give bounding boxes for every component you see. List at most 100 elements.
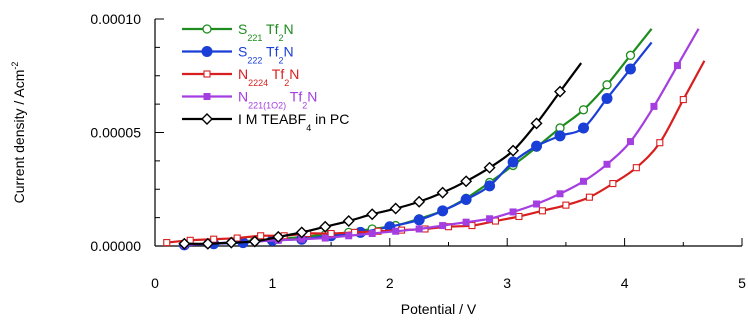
legend-label-text: N	[307, 89, 317, 105]
legend-label-text: N	[238, 89, 248, 105]
legend-swatch-marker	[201, 113, 213, 125]
legend-swatch-marker	[202, 24, 212, 34]
data-point	[413, 195, 426, 208]
legend-label: S222 Tf2N	[238, 44, 294, 66]
x-tick-label: 1	[269, 275, 277, 291]
data-point	[163, 239, 171, 247]
legend-swatch-marker	[203, 93, 211, 100]
data-point	[624, 63, 636, 75]
legend-label-text: N	[283, 21, 293, 37]
data-point	[679, 96, 687, 104]
legend-entry: N2224 Tf2N	[182, 66, 299, 88]
data-point	[248, 235, 261, 248]
data-point	[609, 180, 617, 188]
data-point	[345, 232, 353, 240]
legend-label-text: S	[238, 44, 247, 60]
legend-label-subscript: 2	[302, 101, 307, 111]
x-tick-label: 2	[386, 275, 394, 291]
legend-label-text: Tf	[262, 21, 278, 37]
series-1	[178, 41, 653, 251]
data-point	[225, 236, 238, 249]
x-tick-label: 0	[151, 275, 159, 291]
legend-label-text: N	[238, 66, 248, 82]
data-point	[538, 207, 546, 215]
data-point	[515, 212, 523, 221]
data-point	[257, 232, 265, 240]
y-axis-title-text: Current density / Acm	[11, 70, 27, 204]
data-point	[462, 218, 470, 226]
data-point	[507, 144, 520, 157]
data-point	[533, 200, 541, 208]
data-point	[673, 62, 681, 70]
data-series	[163, 28, 706, 251]
legend-label-subscript: 2	[278, 56, 283, 66]
data-point	[580, 177, 588, 185]
data-point	[392, 227, 400, 235]
data-point	[585, 193, 593, 201]
data-point	[460, 193, 472, 205]
data-point	[556, 190, 564, 198]
data-point	[389, 202, 402, 215]
plot-axes	[154, 18, 743, 247]
data-point	[178, 237, 191, 250]
data-point	[468, 222, 476, 230]
data-point	[601, 92, 613, 104]
y-tick-label: 0.00010	[90, 11, 141, 27]
legend-label: N2224 Tf2N	[238, 66, 299, 88]
legend-label: I M TEABF4 in PC	[238, 111, 349, 133]
y-axis-title-superscript: -2	[10, 62, 20, 70]
data-point	[603, 160, 611, 168]
data-point	[210, 235, 218, 243]
data-point	[554, 85, 567, 98]
legend-label-text: S	[238, 21, 247, 37]
data-point	[439, 222, 447, 230]
data-point	[437, 205, 449, 217]
legend-label-text: Tf	[268, 66, 284, 82]
x-tick-label: 5	[738, 275, 746, 291]
data-point	[321, 234, 329, 242]
legend-label-subscript: 2224	[248, 78, 268, 88]
data-point	[272, 230, 285, 243]
legend-entry: N221(1O2) Tf2N	[182, 89, 317, 111]
legend-label-text: in PC	[311, 111, 349, 127]
data-point	[531, 140, 543, 152]
data-point	[509, 208, 517, 216]
data-point	[460, 175, 473, 188]
data-point	[656, 139, 664, 147]
data-point	[530, 117, 543, 130]
data-point	[602, 80, 612, 90]
legend-swatch-marker	[201, 46, 213, 57]
data-point	[650, 102, 658, 110]
legend-entry: I M TEABF4 in PC	[182, 111, 349, 133]
legend-label: S221 Tf2N	[238, 21, 294, 43]
data-point	[342, 215, 355, 228]
legend-entry: S221 Tf2N	[182, 21, 294, 43]
data-point	[319, 220, 332, 233]
data-point	[486, 215, 494, 223]
data-point	[484, 180, 496, 192]
data-point	[233, 234, 241, 242]
y-axis-title: Current density / Acm-2	[10, 62, 27, 204]
data-point	[201, 237, 214, 250]
data-point	[578, 122, 590, 134]
data-point	[578, 105, 589, 115]
x-tick-label: 4	[621, 275, 629, 291]
data-point	[507, 156, 519, 168]
data-point	[368, 230, 376, 238]
legend-label-subscript: 221(1O2)	[248, 101, 286, 111]
legend-label-subscript: 2	[278, 33, 283, 43]
legend-label-subscript: 2	[284, 78, 289, 88]
legend-label-text: Tf	[286, 89, 302, 105]
y-tick-label: 0.00000	[90, 238, 141, 254]
data-point	[295, 226, 308, 239]
series-4	[178, 62, 583, 250]
data-point	[483, 161, 496, 174]
x-tick-label: 3	[503, 275, 511, 291]
data-point	[632, 164, 640, 172]
legend-label-subscript: 4	[306, 123, 311, 133]
data-point	[562, 201, 570, 209]
data-point	[436, 186, 449, 199]
data-point	[625, 50, 636, 60]
legend-label: N221(1O2) Tf2N	[238, 89, 317, 111]
